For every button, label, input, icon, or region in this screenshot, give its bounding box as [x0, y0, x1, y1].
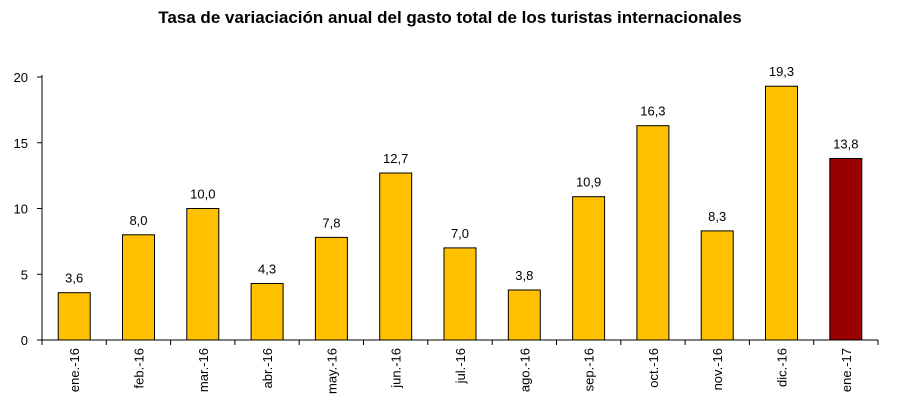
data-label: 8,3 [708, 209, 726, 224]
data-label: 7,0 [451, 226, 469, 241]
data-label: 3,8 [515, 268, 533, 283]
x-tick-label: sep.-16 [582, 348, 597, 391]
y-tick-label: 15 [14, 136, 28, 151]
x-tick-label: ene.-16 [67, 348, 82, 392]
bar [250, 283, 284, 341]
bar [57, 292, 91, 341]
data-label: 13,8 [833, 137, 858, 152]
x-tick-label: ago.-16 [517, 348, 532, 392]
data-label: 3,6 [65, 271, 83, 286]
bar [443, 247, 477, 341]
y-tick-label: 10 [14, 202, 28, 217]
bar [700, 230, 734, 341]
x-tick-label: jun.-16 [389, 348, 404, 389]
bar [507, 289, 541, 341]
bar [572, 196, 606, 341]
data-label: 19,3 [769, 64, 794, 79]
bar [636, 125, 670, 341]
y-tick-label: 0 [21, 333, 28, 348]
y-tick-label: 5 [21, 267, 28, 282]
chart-title: Tasa de variaciación anual del gasto tot… [158, 8, 742, 27]
data-label: 10,9 [576, 175, 601, 190]
data-label: 8,0 [129, 213, 147, 228]
data-label: 7,8 [322, 215, 340, 230]
x-tick-label: mar.-16 [196, 348, 211, 392]
bar [829, 158, 863, 341]
bar [314, 236, 348, 341]
x-tick-label: ene.-17 [839, 348, 854, 392]
data-label: 10,0 [190, 187, 215, 202]
data-label: 16,3 [640, 104, 665, 119]
data-label: 12,7 [383, 151, 408, 166]
x-tick-label: dic.-16 [775, 348, 790, 387]
bar [186, 208, 220, 341]
bars: 3,6 8,0 10,0 4,3 7,8 12,7 7,0 3,8 10,9 16,3 8,3 19,… [57, 64, 863, 341]
bar [122, 234, 155, 341]
x-tick-label: nov.-16 [710, 348, 725, 390]
x-tick-label: oct.-16 [646, 348, 661, 388]
data-label: 4,3 [258, 262, 276, 277]
x-tick-label: feb.-16 [132, 348, 147, 388]
bar [765, 85, 798, 341]
y-tick-label: 20 [14, 70, 28, 85]
x-tick-label: may.-16 [324, 348, 339, 394]
y-axis: 0 5 10 15 20 [14, 70, 43, 348]
bar [379, 172, 413, 341]
x-tick-label: jul.-16 [453, 348, 468, 384]
x-tick-label: abr.-16 [260, 348, 275, 388]
x-axis: ene.-16 feb.-16 mar.-16 abr.-16 may.-16 jun.-… [41, 339, 879, 394]
